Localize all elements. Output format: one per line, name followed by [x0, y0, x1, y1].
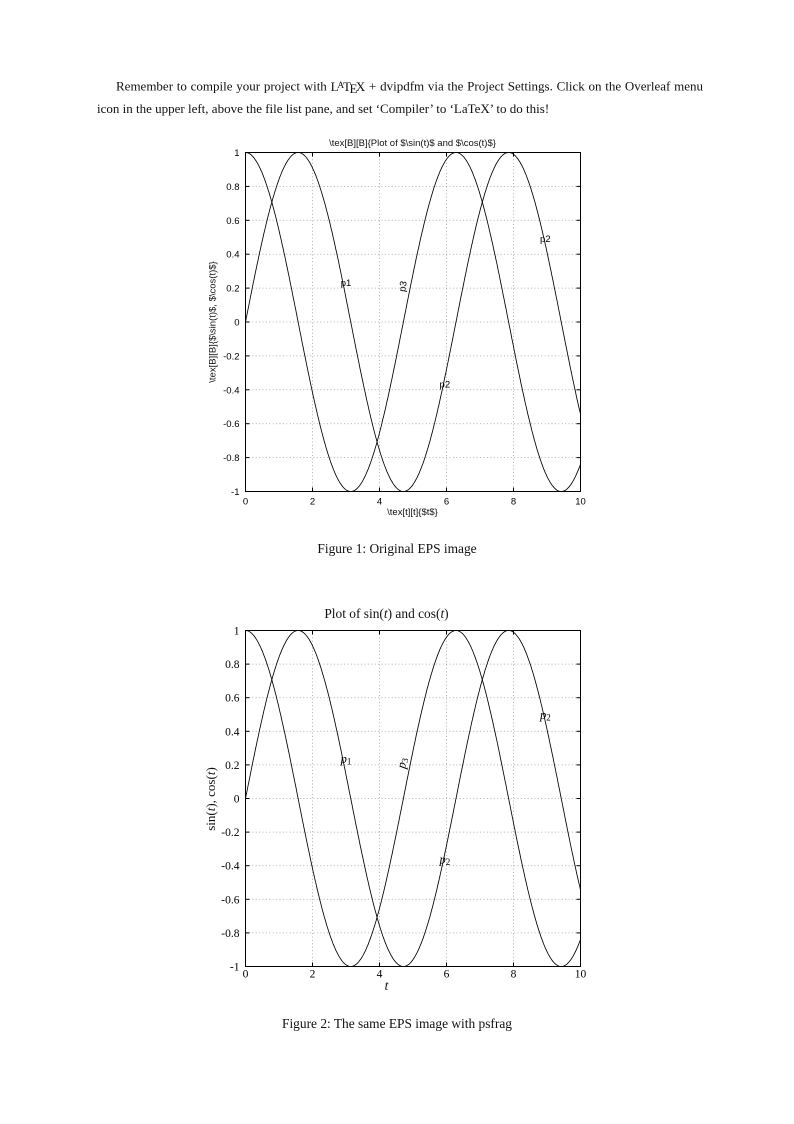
latex-logo-letter: L	[330, 78, 339, 94]
curve-annotation: p2	[440, 379, 451, 390]
y-tick-label: 0	[234, 318, 239, 329]
label-segment: t	[440, 606, 445, 621]
figure2-plot-title: Plot of sin(t) and cos(t)	[219, 606, 554, 622]
y-tick-label: 0.4	[225, 726, 240, 738]
y-tick-label: 0.8	[225, 659, 240, 671]
y-tick-label: 0.2	[225, 760, 240, 772]
y-tick-label: -0.6	[221, 894, 239, 906]
cos-curve	[245, 152, 581, 492]
y-tick-label: 0.8	[226, 182, 239, 193]
curve-annotation: p2	[540, 233, 551, 244]
figure2-caption: Figure 2: The same EPS image with psfrag	[282, 1016, 512, 1031]
label-segment: t	[384, 978, 389, 993]
curve-annotation: p3	[394, 756, 411, 771]
curve-annotation: p1	[341, 278, 352, 289]
x-tick-label: 4	[377, 969, 383, 981]
y-tick-label: 1	[234, 148, 239, 159]
y-tick-label: -0.4	[221, 861, 239, 873]
figure2-x-axis-label: t	[219, 978, 554, 994]
y-tick-label: -0.2	[223, 351, 239, 362]
x-tick-label: 8	[511, 497, 516, 508]
figure2-plot-canvas: 0 2 4 6 8 10 1 0.8 0.6 0.4 0.2 0 -0.2 -0.4 -0.6 -0.8 -1 p…	[221, 626, 587, 981]
curve-annotation: p2	[438, 853, 450, 868]
sin-curve	[245, 630, 581, 967]
curve-annotation: p3	[397, 280, 410, 292]
x-tick-label: 2	[310, 969, 316, 981]
figure1-x-axis-label: \tex[t][t]{$t$}	[387, 507, 438, 518]
y-tick-label: 0.6	[226, 216, 239, 227]
y-tick-label: -0.2	[221, 827, 239, 839]
latex-logo-letter: T	[343, 78, 351, 94]
x-tick-label: 4	[377, 497, 382, 508]
label-segment: )	[444, 606, 449, 621]
figure1-caption: Figure 1: Original EPS image	[317, 541, 477, 556]
y-tick-label: -1	[231, 487, 239, 498]
latex-logo-letter: A	[337, 81, 345, 91]
y-tick-label: -1	[230, 962, 240, 974]
x-tick-label: 6	[444, 497, 449, 508]
label-segment: Plot of sin(	[324, 606, 384, 621]
x-tick-label: 2	[310, 497, 315, 508]
y-tick-label: 0	[234, 794, 240, 806]
curve-annotation: p2	[539, 708, 551, 723]
x-tick-label: 6	[444, 969, 450, 981]
sin-curve	[245, 152, 581, 492]
y-tick-label: 0.2	[226, 284, 239, 295]
x-tick-label: 8	[511, 969, 517, 981]
y-tick-label: -0.4	[223, 385, 239, 396]
y-tick-label: -0.6	[223, 419, 239, 430]
y-tick-label: 1	[234, 626, 240, 638]
intro-text-before: Remember to compile your project with	[116, 78, 331, 94]
latex-logo: LATEX	[330, 78, 366, 97]
cos-curve	[245, 630, 581, 967]
figure1-plot-title: \tex[B][B]{Plot of $\sin(t)$ and $\cos(t…	[329, 138, 496, 149]
label-segment: t	[383, 606, 388, 621]
curve-annotation: p1	[340, 752, 352, 767]
intro-paragraph: Remember to compile your project with LA…	[97, 76, 703, 119]
y-tick-label: -0.8	[221, 928, 239, 940]
x-tick-label: 0	[243, 497, 248, 508]
y-tick-label: 0.6	[225, 693, 240, 705]
x-tick-label: 10	[575, 497, 586, 508]
figure1-plot-canvas: 0 2 4 6 8 10 1 0.8 0.6 0.4 0.2 0 -0.2 -0.4 -0.6 -0.8 -1 p…	[223, 148, 586, 508]
y-tick-label: 0.4	[226, 250, 239, 261]
label-segment: ) and cos(	[387, 606, 441, 621]
latex-logo-letter: X	[355, 78, 366, 94]
x-tick-label: 10	[575, 969, 587, 981]
intro-text-after: + dvipdfm via the Project Settings. Clic…	[97, 78, 704, 117]
x-tick-label: 0	[243, 969, 249, 981]
latex-logo-letter: E	[349, 81, 358, 97]
y-tick-label: -0.8	[223, 453, 239, 464]
